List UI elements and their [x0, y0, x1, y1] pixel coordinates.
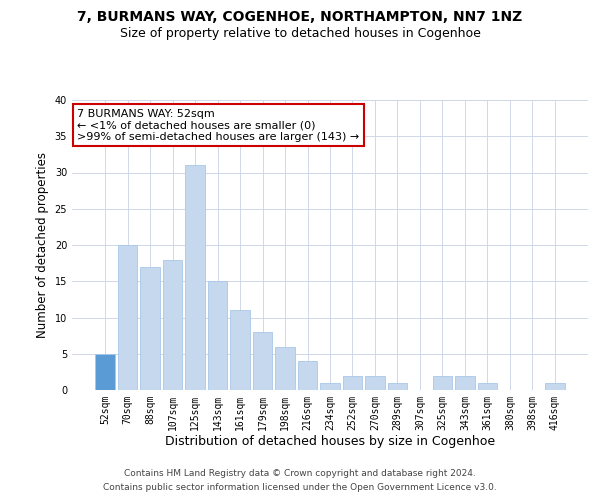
Bar — [478, 383, 497, 390]
Bar — [433, 376, 452, 390]
Bar — [320, 383, 340, 390]
Text: 7 BURMANS WAY: 52sqm
← <1% of detached houses are smaller (0)
>99% of semi-detac: 7 BURMANS WAY: 52sqm ← <1% of detached h… — [77, 108, 359, 142]
Bar — [388, 383, 407, 390]
Bar — [343, 376, 362, 390]
Text: Contains public sector information licensed under the Open Government Licence v3: Contains public sector information licen… — [103, 484, 497, 492]
Bar — [298, 361, 317, 390]
Text: Contains HM Land Registry data © Crown copyright and database right 2024.: Contains HM Land Registry data © Crown c… — [124, 468, 476, 477]
Y-axis label: Number of detached properties: Number of detached properties — [36, 152, 49, 338]
Bar — [275, 346, 295, 390]
Bar — [118, 245, 137, 390]
Bar — [253, 332, 272, 390]
Bar — [185, 165, 205, 390]
Bar — [208, 281, 227, 390]
Text: Distribution of detached houses by size in Cogenhoe: Distribution of detached houses by size … — [165, 435, 495, 448]
Text: 7, BURMANS WAY, COGENHOE, NORTHAMPTON, NN7 1NZ: 7, BURMANS WAY, COGENHOE, NORTHAMPTON, N… — [77, 10, 523, 24]
Bar — [545, 383, 565, 390]
Bar — [95, 354, 115, 390]
Bar — [455, 376, 475, 390]
Bar — [365, 376, 385, 390]
Text: Size of property relative to detached houses in Cogenhoe: Size of property relative to detached ho… — [119, 28, 481, 40]
Bar — [140, 267, 160, 390]
Bar — [230, 310, 250, 390]
Bar — [163, 260, 182, 390]
